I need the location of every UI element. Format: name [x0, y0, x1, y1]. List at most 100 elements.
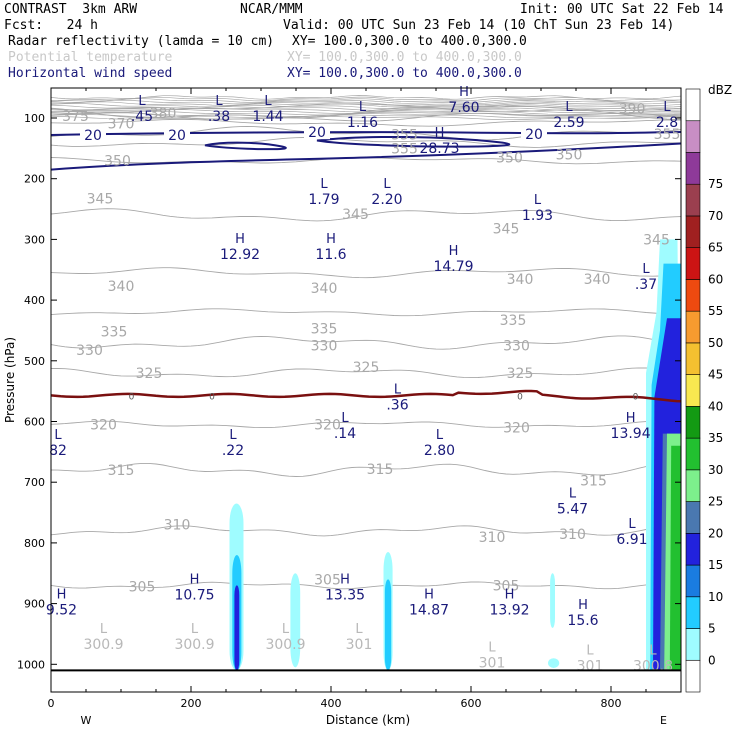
theta-extremum-value: 301	[479, 655, 506, 671]
extremum-value: 11.6	[315, 247, 346, 263]
title-center: NCAR/MMM	[240, 2, 303, 17]
theta-contour-340	[51, 267, 681, 279]
colorbar-label: 20	[708, 526, 723, 540]
zero-isotherm-label: 0	[129, 392, 135, 402]
colorbar-label: 5	[708, 622, 716, 636]
theta-label-330: 330	[311, 339, 338, 355]
extremum-value: 1.44	[252, 109, 283, 125]
extremum-value: .37	[635, 277, 657, 293]
extremum-letter-L: L	[320, 177, 328, 192]
wind-contour-20-lower	[51, 142, 681, 171]
init-time: Init: 00 UTC Sat 22 Feb 14	[520, 2, 724, 17]
extremum-value: 14.79	[433, 259, 473, 275]
y-tick-label: 600	[24, 416, 45, 429]
theta-extremum-value: 301	[346, 637, 373, 653]
extremum-value: 2.8	[656, 115, 678, 131]
wind-contour-label: 20	[168, 128, 186, 144]
echo-260km-core	[234, 585, 240, 671]
extremum-value: .22	[222, 443, 244, 459]
colorbar-swatch	[685, 501, 701, 534]
theta-extremum-letter: L	[191, 622, 199, 637]
colorbar-label: 60	[708, 272, 723, 286]
x-tick-label: 0	[48, 697, 55, 710]
extremum-value: 2.59	[553, 115, 584, 131]
y-tick-label: 200	[24, 173, 45, 186]
theta-label-340: 340	[584, 272, 611, 288]
y-tick-label: 900	[24, 598, 45, 611]
zero-isotherm-line	[51, 389, 681, 403]
extremum-letter-L: L	[359, 100, 367, 115]
theta-label-315: 315	[580, 473, 607, 489]
theta-label-350: 350	[104, 153, 131, 169]
zero-isotherm: 0 0 0 0	[51, 389, 681, 403]
extremum-value: 28.73	[419, 141, 459, 157]
extremum-value: 14.87	[409, 602, 449, 618]
theta-label-315: 315	[367, 462, 394, 478]
y-tick-label: 400	[24, 294, 45, 307]
wind-contour-label: 20	[525, 127, 543, 143]
theta-label-370: 370	[108, 116, 135, 132]
extremum-letter-H: H	[326, 232, 336, 247]
field-reflectivity-xy: XY= 100.0,300.0 to 400.0,300.0	[292, 34, 527, 49]
theta-label-340: 340	[108, 279, 135, 295]
colorbar-swatch	[685, 596, 701, 629]
theta-label-325: 325	[507, 366, 534, 382]
extremum-letter-H: H	[449, 244, 459, 259]
colorbar-swatch	[685, 374, 701, 407]
theta-contour-upper	[51, 104, 681, 110]
theta-extremum-letter: L	[355, 622, 363, 637]
theta-contour-upper	[51, 115, 681, 121]
theta-label-305: 305	[129, 580, 156, 596]
colorbar-swatch	[685, 120, 701, 153]
wind-contour-core-east	[316, 135, 511, 148]
colorbar-label: 70	[708, 209, 723, 223]
colorbar-label: 50	[708, 336, 723, 350]
y-tick-label: 300	[24, 233, 45, 246]
extremum-letter-L: L	[394, 382, 402, 397]
theta-label-320: 320	[503, 421, 530, 437]
theta-extremum-letter: L	[649, 643, 657, 658]
theta-label-330: 330	[76, 343, 103, 359]
theta-extremum-value: 301	[577, 658, 604, 674]
theta-contour-upper	[51, 98, 681, 103]
extremum-value: 10.75	[174, 587, 214, 603]
zero-isotherm-label: 0	[517, 392, 523, 402]
theta-contour-315	[51, 462, 681, 477]
extremum-value: 12.92	[220, 247, 260, 263]
theta-label-355: 355	[391, 127, 418, 143]
extremum-value: 13.35	[325, 587, 365, 603]
wind-contour-20-upper	[51, 130, 681, 136]
extremum-letter-L: L	[534, 193, 542, 208]
extremum-value: 1.79	[308, 192, 339, 208]
extremum-value: 2.20	[371, 192, 402, 208]
theta-contour-370	[51, 118, 681, 127]
extremum-letter-H: H	[190, 572, 200, 587]
theta-label-315: 315	[108, 463, 135, 479]
valid-time: Valid: 00 UTC Sun 23 Feb 14 (10 ChT Sun …	[283, 18, 675, 33]
y-tick-label: 100	[24, 112, 45, 125]
wind-label-bg	[304, 125, 330, 140]
colorbar-swatch	[685, 215, 701, 248]
extremum-value: 9.52	[46, 602, 77, 618]
theta-extremum-value: 300.9	[265, 637, 305, 653]
extremum-value: 13.92	[489, 602, 529, 618]
extremum-letter-H: H	[424, 587, 434, 602]
field-wind: Horizontal wind speed	[8, 66, 173, 81]
theta-label-350: 350	[556, 147, 583, 163]
y-tick-label: 700	[24, 476, 45, 489]
field-wind-xy: XY= 100.0,300.0 to 400.0,300.0	[287, 66, 522, 81]
extremum-letter-L: L	[229, 428, 237, 443]
y-tick-label: 800	[24, 537, 45, 550]
theta-extremum-value: 300.9	[174, 637, 214, 653]
x-tick-label: 200	[181, 697, 202, 710]
theta-label-345: 345	[87, 192, 114, 208]
colorbar-label: 10	[708, 590, 723, 604]
x-end-label-west: W	[81, 714, 92, 727]
colorbar-label: 0	[708, 653, 716, 667]
theta-contour-345	[51, 208, 681, 222]
colorbar-label: 30	[708, 463, 723, 477]
theta-label-345: 345	[643, 232, 670, 248]
theta-contour-upper	[51, 101, 681, 106]
theta-contour-upper	[51, 103, 681, 108]
